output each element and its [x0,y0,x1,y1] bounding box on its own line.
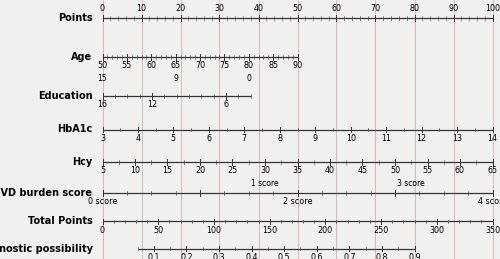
Text: 6: 6 [224,100,228,109]
Text: 65: 65 [170,61,180,70]
Text: 75: 75 [219,61,230,70]
Text: 40: 40 [325,166,335,175]
Text: 50: 50 [153,226,164,235]
Text: 0.7: 0.7 [343,253,355,259]
Text: 0: 0 [246,74,251,83]
Text: 14: 14 [488,134,498,143]
Text: 0.1: 0.1 [148,253,160,259]
Text: 40: 40 [254,4,264,13]
Text: 0: 0 [100,226,105,235]
Text: 12: 12 [416,134,426,143]
Text: 350: 350 [485,226,500,235]
Text: 5: 5 [171,134,176,143]
Text: 30: 30 [260,166,270,175]
Text: 10: 10 [130,166,140,175]
Text: 10: 10 [346,134,356,143]
Text: 35: 35 [292,166,302,175]
Text: 25: 25 [228,166,237,175]
Text: 60: 60 [146,61,156,70]
Text: 65: 65 [488,166,498,175]
Text: 0.6: 0.6 [310,253,323,259]
Text: 20: 20 [176,4,186,13]
Text: 4 score: 4 score [478,197,500,206]
Text: 85: 85 [268,61,278,70]
Text: HbA1c: HbA1c [57,125,92,134]
Text: 15: 15 [98,74,108,83]
Text: 45: 45 [358,166,368,175]
Text: 0: 0 [100,4,105,13]
Text: 300: 300 [430,226,444,235]
Text: 150: 150 [262,226,277,235]
Text: Hcy: Hcy [72,157,92,167]
Text: 1 score: 1 score [251,179,279,188]
Text: Points: Points [58,13,92,23]
Text: Diagnostic possibility: Diagnostic possibility [0,244,92,254]
Text: 30: 30 [214,4,224,13]
Text: 200: 200 [318,226,333,235]
Text: 250: 250 [374,226,388,235]
Text: 12: 12 [147,100,157,109]
Text: 8: 8 [278,134,282,143]
Text: 13: 13 [452,134,462,143]
Text: 0.2: 0.2 [180,253,193,259]
Text: 3 score: 3 score [398,179,425,188]
Text: 70: 70 [195,61,205,70]
Text: 0 score: 0 score [88,197,117,206]
Text: 5: 5 [100,166,105,175]
Text: 0.3: 0.3 [213,253,226,259]
Text: 2 score: 2 score [283,197,312,206]
Text: 6: 6 [206,134,212,143]
Text: 50: 50 [98,61,108,70]
Text: 9: 9 [312,134,318,143]
Text: CSVD burden score: CSVD burden score [0,188,92,198]
Text: 90: 90 [448,4,458,13]
Text: 70: 70 [370,4,380,13]
Text: 9: 9 [173,74,178,83]
Text: 16: 16 [98,100,108,109]
Text: 60: 60 [455,166,465,175]
Text: Total Points: Total Points [28,217,92,226]
Text: 15: 15 [162,166,172,175]
Text: 0.9: 0.9 [408,253,421,259]
Text: 80: 80 [244,61,254,70]
Text: 100: 100 [485,4,500,13]
Text: 50: 50 [292,4,302,13]
Text: Education: Education [38,91,92,101]
Text: 55: 55 [422,166,432,175]
Text: 11: 11 [381,134,391,143]
Text: 0.4: 0.4 [246,253,258,259]
Text: 100: 100 [206,226,222,235]
Text: 55: 55 [122,61,132,70]
Text: 10: 10 [136,4,146,13]
Text: 60: 60 [332,4,342,13]
Text: 0.5: 0.5 [278,253,290,259]
Text: 90: 90 [292,61,302,70]
Text: Age: Age [72,52,92,62]
Text: 20: 20 [195,166,205,175]
Text: 4: 4 [136,134,140,143]
Text: 7: 7 [242,134,247,143]
Text: 80: 80 [410,4,420,13]
Text: 0.8: 0.8 [376,253,388,259]
Text: 50: 50 [390,166,400,175]
Text: 3: 3 [100,134,105,143]
